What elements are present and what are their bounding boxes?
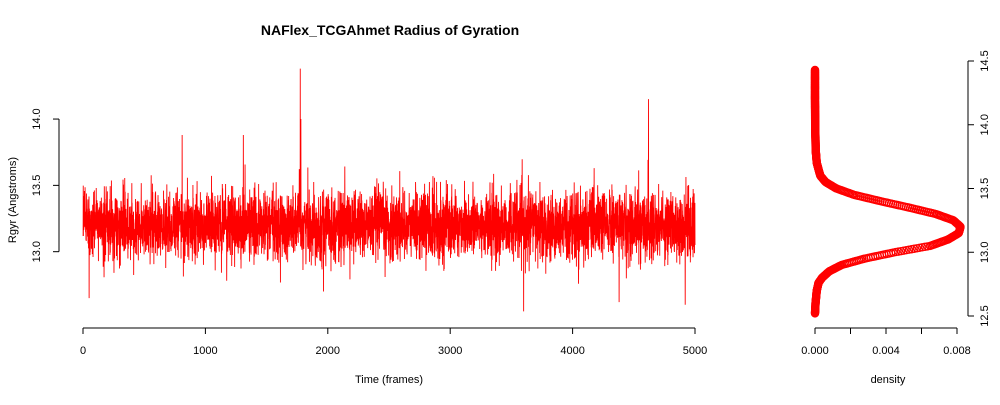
- timeseries-x-tick-label: 4000: [560, 345, 584, 357]
- timeseries-x-tick-label: 5000: [683, 345, 707, 357]
- density-y-tick-label: 14.0: [979, 114, 991, 135]
- density-y-axis: 12.5 13.0 13.5 14.0 14.5: [967, 50, 991, 327]
- density-point: [810, 65, 820, 75]
- density-y-tick-label: 13.5: [979, 178, 991, 199]
- density-y-tick-label: 14.5: [979, 50, 991, 71]
- density-x-axis: 0.000 0.004 0.008: [801, 327, 971, 357]
- density-y-tick-label: 12.5: [979, 305, 991, 326]
- timeseries-series: [82, 68, 696, 312]
- timeseries-y-tick-label: 13.5: [31, 175, 43, 196]
- timeseries-x-tick-label: 1000: [193, 345, 217, 357]
- density-x-tick-label: 0.008: [943, 345, 971, 357]
- density-x-tick-label: 0.000: [801, 345, 829, 357]
- timeseries-y-axis-label: Rgyr (Angstroms): [7, 157, 19, 243]
- density-x-axis-label: density: [871, 374, 906, 386]
- chart-title: NAFlex_TCGAhmet Radius of Gyration: [261, 22, 519, 38]
- density-series: [810, 65, 965, 318]
- timeseries-x-tick-label: 0: [80, 345, 86, 357]
- timeseries-line: [82, 68, 696, 312]
- timeseries-y-tick-label: 14.0: [31, 108, 43, 129]
- timeseries-x-tick-label: 3000: [438, 345, 462, 357]
- density-y-tick-label: 13.0: [979, 242, 991, 263]
- timeseries-x-axis: 0 1000 2000 3000 4000 5000: [80, 327, 707, 357]
- timeseries-y-tick-label: 13.0: [31, 241, 43, 262]
- timeseries-y-axis: 13.0 13.5 14.0: [31, 108, 60, 262]
- density-x-tick-label: 0.004: [872, 345, 900, 357]
- timeseries-x-tick-label: 2000: [316, 345, 340, 357]
- timeseries-x-axis-label: Time (frames): [355, 374, 423, 386]
